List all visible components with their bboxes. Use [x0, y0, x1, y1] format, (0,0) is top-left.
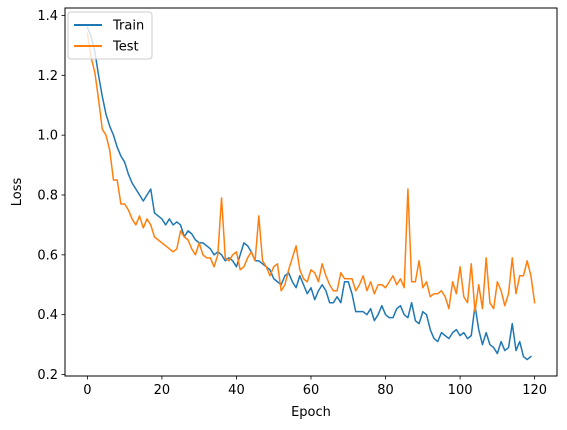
x-tick-label: 40: [228, 383, 245, 398]
x-tick-label: 120: [522, 383, 547, 398]
x-axis: 0 20 40 60 80 100 120: [83, 376, 547, 398]
y-tick-label: 0.4: [37, 308, 58, 323]
x-tick-label: 20: [154, 383, 171, 398]
y-tick-label: 0.8: [37, 188, 58, 203]
plot-area: [65, 8, 557, 376]
legend: Train Test: [67, 11, 153, 60]
y-tick-label: 1.4: [37, 9, 58, 24]
y-axis: 0.2 0.4 0.6 0.8 1.0 1.2 1.4: [37, 9, 65, 383]
x-tick-label: 100: [448, 383, 473, 398]
series-layer: [86, 26, 536, 361]
x-tick-label: 0: [83, 383, 91, 398]
x-tick-label: 60: [303, 383, 320, 398]
series-line-test: [86, 32, 536, 313]
x-tick-label: 80: [377, 383, 394, 398]
legend-label-train: Train: [112, 19, 144, 34]
legend-box: [67, 11, 153, 60]
y-axis-label: Loss: [10, 178, 25, 207]
series-line-train: [86, 26, 532, 361]
legend-label-test: Test: [112, 40, 139, 55]
y-tick-label: 0.6: [37, 248, 58, 263]
y-tick-label: 1.0: [37, 129, 58, 144]
x-axis-label: Epoch: [291, 405, 331, 420]
y-tick-label: 1.2: [37, 69, 58, 84]
y-tick-label: 0.2: [37, 368, 58, 383]
